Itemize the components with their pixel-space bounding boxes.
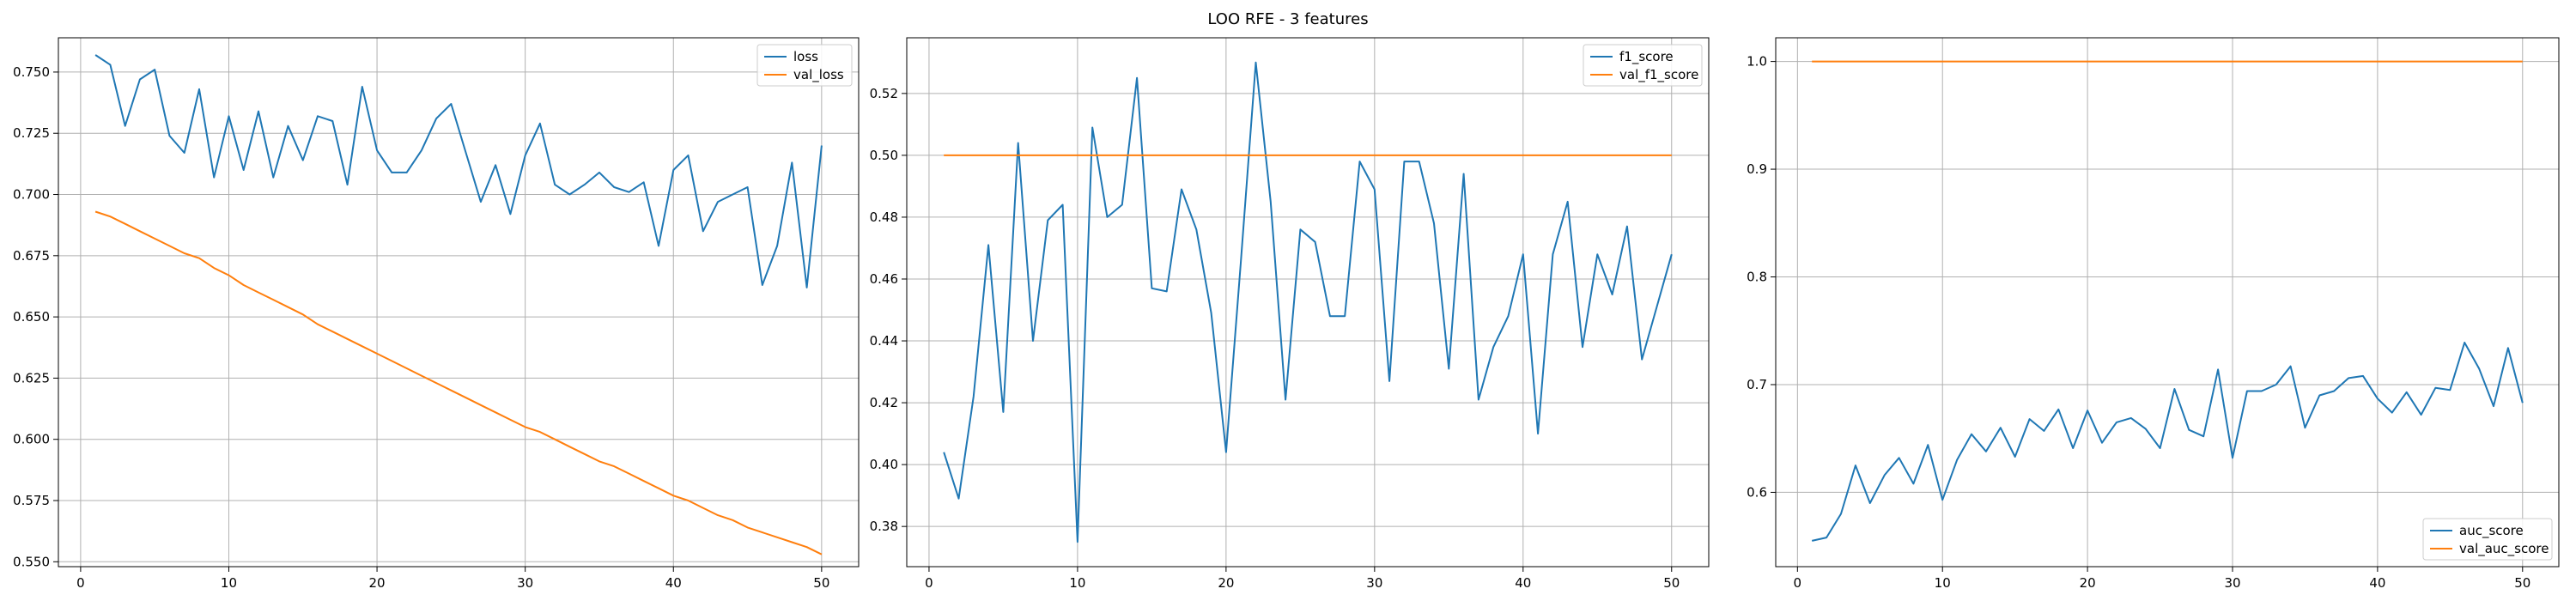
y-tick-label: 0.625 [13, 370, 50, 385]
legend-box [1583, 44, 1703, 87]
y-tick-label: 0.600 [13, 432, 50, 447]
x-tick-label: 30 [2224, 575, 2240, 591]
series-line-val_loss [94, 210, 823, 555]
y-tick-label: 0.575 [13, 493, 50, 508]
figure-title: LOO RFE - 3 features [1207, 10, 1368, 28]
y-tick-label: 0.48 [870, 209, 898, 225]
x-tick-label: 10 [221, 575, 237, 591]
legend-label-auc_score: auc_score [2459, 523, 2524, 539]
legend-label-val_loss: val_loss [793, 67, 844, 83]
axes-frame [1775, 37, 2560, 568]
y-tick-label: 0.725 [13, 125, 50, 141]
y-tick-label: 1.0 [1747, 54, 1767, 70]
y-tick-label: 0.8 [1747, 270, 1767, 285]
legend-label-f1_score: f1_score [1619, 49, 1674, 65]
x-tick-label: 0 [925, 575, 933, 591]
series-line-auc_score [1811, 342, 2524, 542]
legend: loss val_loss [756, 44, 853, 87]
legend: f1_score val_f1_score [1583, 44, 1703, 87]
y-tick-label: 0.38 [870, 519, 898, 534]
y-tick-label: 0.46 [870, 271, 898, 287]
series-line-f1_score [943, 61, 1673, 543]
y-tick-label: 0.42 [870, 395, 898, 410]
y-tick-label: 0.6 [1747, 484, 1767, 500]
y-tick-label: 0.7 [1747, 377, 1767, 392]
y-tick-label: 0.40 [870, 457, 898, 472]
series-line-loss [94, 54, 823, 288]
x-tick-label: 50 [1663, 575, 1680, 591]
x-tick-label: 40 [1515, 575, 1531, 591]
x-tick-label: 50 [2514, 575, 2530, 591]
x-tick-label: 0 [76, 575, 85, 591]
legend-label-val_auc_score: val_auc_score [2459, 541, 2549, 557]
subplot-2: 0 10 20 30 40 50 0.38 0.40 0.42 0.44 0.46 0.48 0.50 0… [870, 37, 1710, 591]
legend: auc_score val_auc_score [2422, 518, 2553, 561]
x-tick-label: 20 [1218, 575, 1234, 591]
y-tick-label: 0.675 [13, 248, 50, 264]
legend-box [2422, 518, 2553, 561]
legend-label-val_f1_score: val_f1_score [1619, 67, 1698, 83]
y-tick-label: 0.52 [870, 86, 898, 101]
x-tick-label: 20 [2080, 575, 2096, 591]
y-tick-label: 0.9 [1747, 161, 1767, 177]
x-tick-label: 30 [1366, 575, 1382, 591]
x-tick-label: 40 [2369, 575, 2385, 591]
subplots: 0 10 20 30 40 500.5500.5750.6000.6250.6500.67… [13, 37, 2560, 591]
x-tick-label: 20 [369, 575, 386, 591]
x-tick-label: 30 [517, 575, 533, 591]
legend-label-loss: loss [793, 49, 818, 64]
x-tick-label: 40 [665, 575, 682, 591]
y-tick-label: 0.50 [870, 148, 898, 163]
y-tick-label: 0.750 [13, 64, 50, 80]
x-tick-label: 50 [813, 575, 829, 591]
x-tick-label: 0 [1794, 575, 1802, 591]
y-tick-label: 0.650 [13, 309, 50, 325]
axes-frame [906, 37, 1710, 568]
subplot-1: 0 10 20 30 40 50 0.550 0.575 0.600 0.625 0.650 0.67… [13, 37, 860, 591]
subplot-3: 0 10 20 30 40 50 0.6 0.7 0.8 0.9 1.0 auc_score val_a… [1747, 37, 2560, 591]
x-tick-label: 10 [1069, 575, 1085, 591]
y-tick-label: 0.550 [13, 554, 50, 569]
axes-frame [58, 37, 860, 568]
y-tick-label: 0.44 [870, 333, 898, 349]
y-tick-label: 0.700 [13, 187, 50, 203]
x-tick-label: 10 [1935, 575, 1951, 591]
